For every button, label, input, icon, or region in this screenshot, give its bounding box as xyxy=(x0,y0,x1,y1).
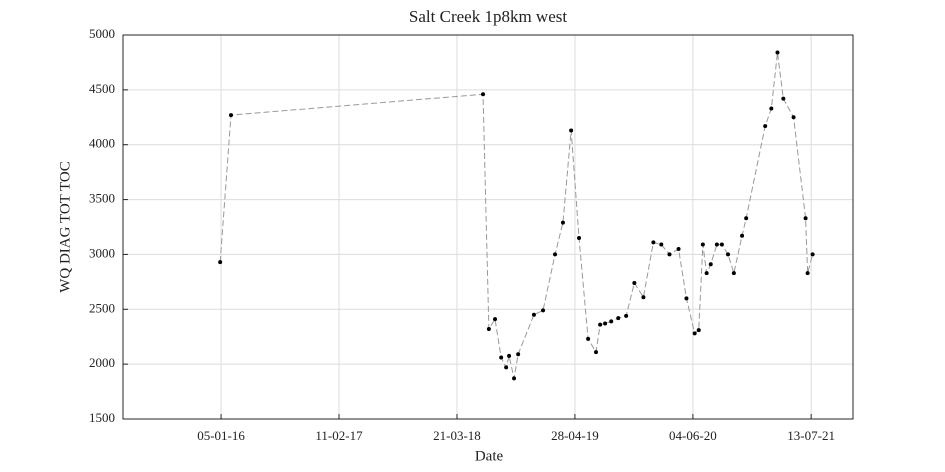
y-tick-label: 5000 xyxy=(89,26,115,41)
data-point xyxy=(651,240,656,245)
y-axis-label: WQ DIAG TOT TOC xyxy=(57,161,73,293)
data-point xyxy=(560,220,565,225)
data-point xyxy=(684,296,689,301)
data-point xyxy=(586,336,591,341)
x-tick-label: 11-02-17 xyxy=(315,428,363,443)
data-point xyxy=(541,308,546,313)
x-tick-label: 04-06-20 xyxy=(669,428,717,443)
y-tick-label: 4000 xyxy=(89,136,115,151)
data-point xyxy=(708,262,713,267)
data-point xyxy=(659,242,664,247)
data-point xyxy=(486,327,491,332)
data-point xyxy=(667,252,672,257)
chart-title: Salt Creek 1p8km west xyxy=(409,7,567,26)
data-point xyxy=(507,353,512,358)
y-tick-label: 2000 xyxy=(89,355,115,370)
data-point xyxy=(481,92,486,97)
data-point xyxy=(531,312,536,317)
data-point xyxy=(569,128,574,133)
x-axis-label: Date xyxy=(475,448,504,464)
data-point xyxy=(516,352,521,357)
data-point xyxy=(769,106,774,111)
data-point xyxy=(577,235,582,240)
data-point xyxy=(594,350,599,355)
data-point xyxy=(803,216,808,221)
data-point xyxy=(609,319,614,324)
x-tick-label: 21-03-18 xyxy=(433,428,481,443)
data-point xyxy=(791,115,796,120)
data-point xyxy=(512,376,517,381)
data-point xyxy=(624,313,629,318)
data-point xyxy=(229,113,234,118)
data-point xyxy=(493,317,498,322)
data-point xyxy=(704,271,709,276)
x-tick-label: 28-04-19 xyxy=(551,428,599,443)
data-point xyxy=(731,271,736,276)
data-point xyxy=(700,242,705,247)
y-tick-label: 2500 xyxy=(89,300,115,315)
y-tick-label: 4500 xyxy=(89,81,115,96)
data-point xyxy=(499,355,504,360)
data-point xyxy=(504,365,509,370)
data-point xyxy=(714,242,719,247)
data-point xyxy=(763,124,768,129)
x-tick-label: 05-01-16 xyxy=(197,428,245,443)
data-point xyxy=(632,280,637,285)
y-tick-label: 1500 xyxy=(89,410,115,425)
data-point xyxy=(641,295,646,300)
plot-frame xyxy=(122,34,854,420)
data-point xyxy=(692,331,697,336)
data-point xyxy=(598,322,603,327)
data-point xyxy=(719,242,724,247)
data-point xyxy=(603,321,608,326)
data-point xyxy=(696,328,701,333)
data-point xyxy=(616,316,621,321)
y-tick-label: 3500 xyxy=(89,191,115,206)
data-point xyxy=(726,252,731,257)
data-point xyxy=(218,260,223,265)
data-point xyxy=(805,271,810,276)
data-point xyxy=(676,246,681,251)
x-tick-label: 13-07-21 xyxy=(787,428,835,443)
data-point xyxy=(810,252,815,257)
data-line xyxy=(219,52,814,379)
data-point xyxy=(781,96,786,101)
y-tick-label: 3000 xyxy=(89,245,115,260)
data-point xyxy=(744,216,749,221)
data-point xyxy=(553,252,558,257)
data-point xyxy=(775,50,780,55)
data-point xyxy=(740,233,745,238)
